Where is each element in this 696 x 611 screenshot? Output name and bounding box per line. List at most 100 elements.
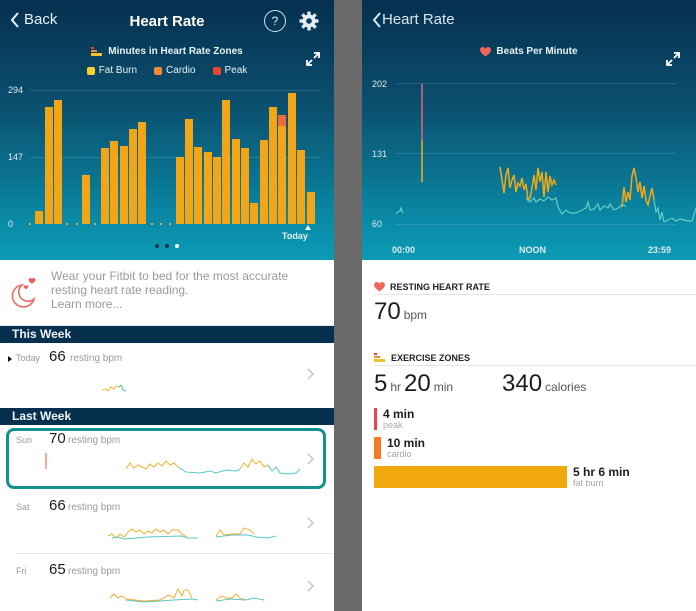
- resting-bpm-unit: resting bpm: [70, 353, 123, 364]
- day-row-today[interactable]: Today 66 resting bpm: [0, 343, 334, 405]
- zone-bar[interactable]: [44, 107, 53, 224]
- gear-icon[interactable]: [299, 11, 319, 31]
- zone-bar[interactable]: [175, 157, 184, 224]
- today-sparkline: [102, 384, 127, 392]
- help-button[interactable]: ?: [264, 10, 286, 32]
- zone-bar[interactable]: [287, 92, 296, 224]
- heart-rate-overview-screen: Back Heart Rate ? Minu: [0, 0, 334, 611]
- zone-bar[interactable]: [203, 151, 212, 224]
- zone-bar[interactable]: [128, 129, 137, 224]
- fat-burn-swatch: [86, 66, 95, 75]
- zone-bar[interactable]: [278, 114, 287, 224]
- chevron-right-icon: [307, 580, 315, 592]
- zone-bar[interactable]: [250, 203, 259, 224]
- legend-fat-burn: Fat Burn: [86, 65, 137, 76]
- zones-chart-title: Minutes in Heart Rate Zones: [0, 46, 334, 57]
- day-label: Today: [16, 353, 41, 363]
- today-marker-icon: [305, 225, 311, 230]
- pager-dot-active[interactable]: [175, 244, 179, 248]
- fat-burn-bar: [374, 466, 567, 488]
- zone-bar[interactable]: [241, 148, 250, 224]
- learn-more-link[interactable]: Learn more...: [51, 297, 123, 311]
- day-row-fri[interactable]: Fri 65 resting bpm: [0, 556, 334, 611]
- resting-bpm-value: 65: [49, 561, 66, 578]
- resting-bpm-value: 66: [49, 348, 66, 365]
- bpm-chart-title: Beats Per Minute: [362, 46, 696, 57]
- zone-peak: 4 min peak: [374, 408, 414, 430]
- zone-bar[interactable]: [222, 100, 231, 224]
- row-divider: [16, 553, 334, 554]
- triangle-right-icon: [8, 356, 12, 362]
- y-tick-max: 294: [8, 85, 24, 95]
- back-label: Back: [24, 11, 58, 28]
- bar-segment-fat-burn: [259, 140, 268, 224]
- sleep-tip-card[interactable]: Wear your Fitbit to bed for the most acc…: [0, 260, 334, 326]
- bpm-chart-header: Heart Rate Beats Per Minute 202 131 60 0…: [362, 0, 696, 260]
- bpm-line-tail: [671, 207, 696, 222]
- back-button[interactable]: Back: [10, 11, 57, 28]
- pager-dot[interactable]: [155, 244, 159, 248]
- zones-chart-header: Back Heart Rate ? Minu: [0, 0, 334, 260]
- bar-segment-fat-burn: [287, 92, 296, 224]
- resting-bpm-value: 70: [49, 430, 66, 447]
- bar-segment-fat-burn: [278, 125, 287, 224]
- chevron-right-icon: [307, 517, 315, 529]
- bar-segment-fat-burn: [100, 148, 109, 224]
- zone-bar[interactable]: [259, 140, 268, 224]
- bar-segment-fat-burn: [203, 151, 212, 224]
- sat-sparkline: [108, 527, 277, 540]
- zone-bar[interactable]: [138, 121, 147, 224]
- empty-day-marker: [159, 223, 162, 225]
- zones-icon: [374, 352, 385, 362]
- legend-cardio: Cardio: [154, 65, 196, 76]
- day-row-sat[interactable]: Sat 66 resting bpm: [0, 492, 334, 554]
- empty-day-marker: [169, 223, 172, 225]
- gridline: [396, 83, 676, 84]
- bpm-line-chart[interactable]: [392, 80, 672, 230]
- zone-bar[interactable]: [119, 146, 128, 224]
- zones-legend: Fat Burn Cardio Peak: [0, 65, 334, 76]
- zone-bar[interactable]: [82, 174, 91, 224]
- zone-cardio: 10 min cardio: [374, 437, 425, 459]
- peak-bar: [374, 408, 377, 430]
- zone-bar[interactable]: [194, 146, 203, 224]
- fri-sparkline: [109, 587, 265, 603]
- chart-pager[interactable]: [0, 244, 334, 248]
- bar-segment-fat-burn: [82, 174, 91, 224]
- gridline: [396, 153, 676, 154]
- pager-dot[interactable]: [165, 244, 169, 248]
- exercise-calories: 340 calories: [502, 370, 587, 397]
- x-tick-start: 00:00: [392, 245, 416, 255]
- empty-day-marker: [75, 223, 78, 225]
- zone-bar[interactable]: [231, 139, 240, 224]
- panel-divider: [334, 0, 362, 611]
- back-button[interactable]: Heart Rate: [372, 11, 455, 28]
- zone-bar[interactable]: [184, 118, 193, 224]
- zone-bar[interactable]: [100, 148, 109, 224]
- zones-bar-chart[interactable]: [24, 90, 315, 225]
- zone-bar[interactable]: [297, 150, 306, 224]
- zone-bar[interactable]: [54, 100, 63, 224]
- bar-segment-fat-burn: [184, 118, 193, 224]
- chevron-right-icon: [307, 453, 315, 465]
- bar-segment-fat-burn: [194, 146, 203, 224]
- empty-day-marker: [94, 223, 97, 225]
- bar-segment-fat-burn: [297, 150, 306, 224]
- zone-bar[interactable]: [35, 211, 44, 224]
- resting-bpm-value: 66: [49, 497, 66, 514]
- expand-icon[interactable]: [666, 52, 680, 66]
- exercise-duration: 5 hr 20 min: [374, 370, 454, 397]
- gridline: [30, 90, 320, 91]
- zone-bar[interactable]: [306, 192, 315, 224]
- zone-bar[interactable]: [110, 141, 119, 224]
- resting-bpm-unit: resting bpm: [68, 566, 121, 577]
- bar-segment-fat-burn: [306, 192, 315, 224]
- resting-bpm-unit: resting bpm: [68, 435, 121, 446]
- day-row-sun[interactable]: Sun 70 resting bpm: [0, 425, 334, 491]
- zone-bar[interactable]: [269, 106, 278, 224]
- expand-icon[interactable]: [306, 52, 320, 66]
- zone-bar[interactable]: [213, 156, 221, 224]
- heart-rate-day-detail-screen: Heart Rate Beats Per Minute 202 131 60 0…: [362, 0, 696, 611]
- resting-heart-rate-header: RESTING HEART RATE: [374, 279, 696, 295]
- sun-sparkline: [45, 453, 301, 475]
